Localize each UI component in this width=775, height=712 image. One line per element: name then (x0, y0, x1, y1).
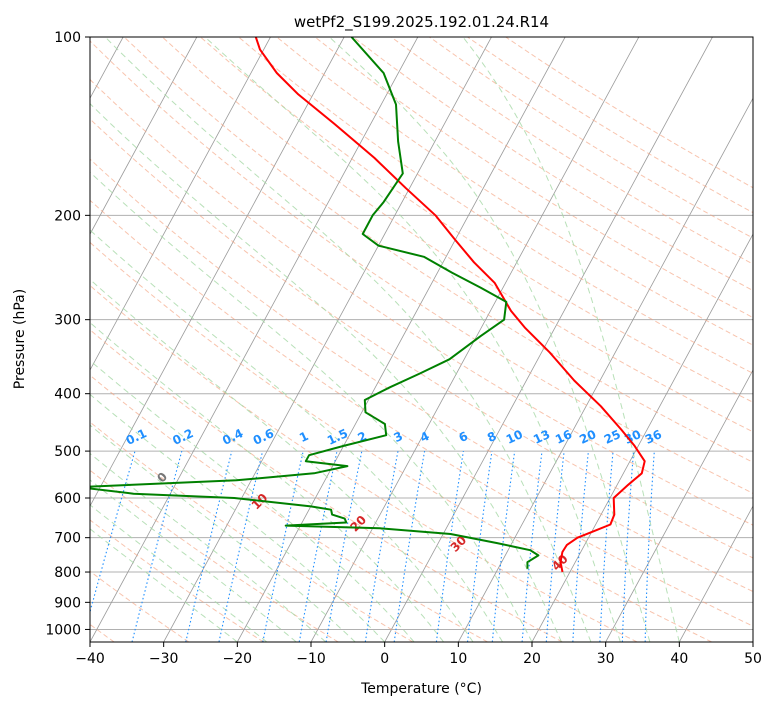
x-tick-label: 20 (523, 651, 541, 667)
y-tick-label: 900 (54, 595, 81, 611)
x-tick-label: 50 (744, 651, 762, 667)
x-tick-label: −40 (75, 651, 105, 667)
x-tick-label: 30 (597, 651, 615, 667)
x-tick-label: −30 (149, 651, 179, 667)
x-tick-label: 40 (670, 651, 688, 667)
x-tick-label: 10 (449, 651, 467, 667)
y-tick-label: 1000 (45, 622, 81, 638)
y-tick-label: 300 (54, 313, 81, 329)
chart-title: wetPf2_S199.2025.192.01.24.R14 (294, 13, 549, 32)
y-tick-label: 400 (54, 387, 81, 403)
y-tick-label: 700 (54, 531, 81, 547)
y-axis-label: Pressure (hPa) (12, 289, 28, 389)
y-tick-label: 100 (54, 30, 81, 46)
y-tick-label: 600 (54, 491, 81, 507)
y-tick-label: 800 (54, 565, 81, 581)
y-tick-label: 500 (54, 444, 81, 460)
x-axis-label: Temperature (°C) (360, 681, 482, 697)
x-tick-label: −20 (223, 651, 253, 667)
x-tick-label: −10 (296, 651, 326, 667)
y-tick-label: 200 (54, 208, 81, 224)
x-tick-label: 0 (380, 651, 389, 667)
